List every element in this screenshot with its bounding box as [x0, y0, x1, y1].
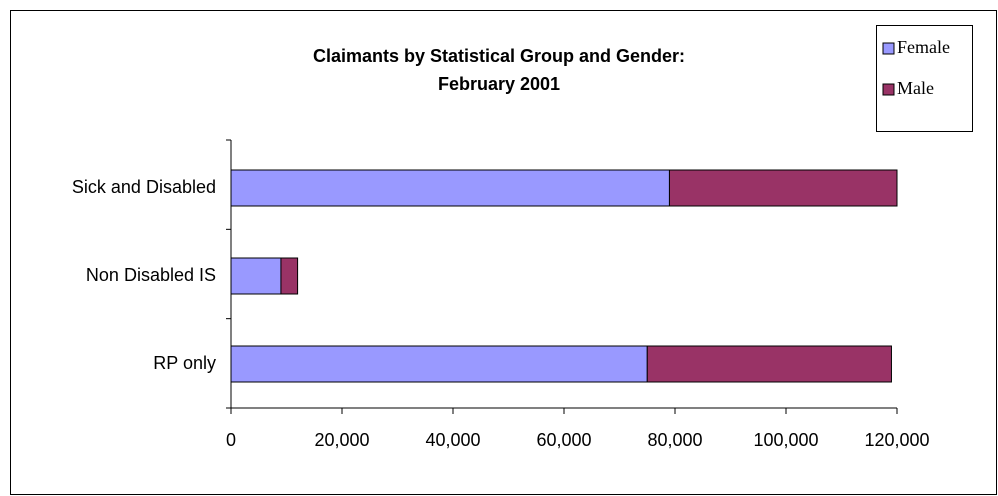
- x-tick-label: 100,000: [753, 430, 818, 450]
- y-tick-label: RP only: [153, 353, 216, 373]
- y-tick-label: Non Disabled IS: [86, 265, 216, 285]
- chart-title: February 2001: [438, 74, 560, 94]
- legend-swatch: [882, 83, 895, 96]
- x-tick-label: 80,000: [647, 430, 702, 450]
- bar: [230, 345, 648, 383]
- bar: [230, 169, 670, 207]
- bar: [230, 257, 282, 295]
- chart-title: Claimants by Statistical Group and Gende…: [313, 46, 685, 66]
- chart-border: [10, 10, 997, 495]
- legend-swatch: [882, 42, 895, 55]
- legend-label: Male: [897, 78, 934, 98]
- legend-label: Female: [897, 37, 950, 57]
- x-tick-label: 40,000: [425, 430, 480, 450]
- x-tick-label: 20,000: [314, 430, 369, 450]
- bar: [646, 345, 892, 383]
- x-tick-label: 60,000: [536, 430, 591, 450]
- x-tick-label: 0: [226, 430, 236, 450]
- bar: [668, 169, 898, 207]
- bar: [280, 257, 299, 295]
- x-tick-label: 120,000: [864, 430, 929, 450]
- y-tick-label: Sick and Disabled: [72, 177, 216, 197]
